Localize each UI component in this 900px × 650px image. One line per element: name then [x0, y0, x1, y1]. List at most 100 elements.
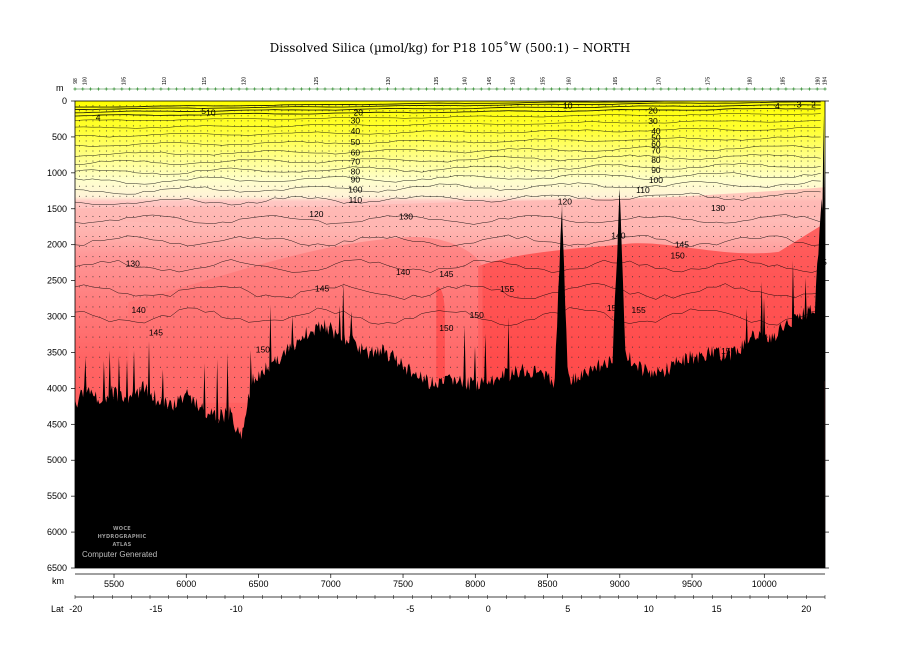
sample-dot [267, 160, 269, 162]
sample-dot [105, 226, 107, 227]
sample-dot [139, 256, 141, 258]
sample-dot [294, 296, 296, 298]
sample-dot [510, 175, 512, 177]
sample-dot [591, 296, 593, 298]
sample-dot [605, 140, 607, 142]
sample-dot [335, 140, 337, 142]
sample-dot [740, 170, 741, 172]
sample-dot [294, 160, 296, 162]
sample-dot [119, 145, 121, 147]
sample-dot [456, 140, 458, 142]
sample-dot [476, 326, 478, 328]
sample-dot [159, 125, 161, 127]
sample-dot [402, 316, 404, 318]
station-marker [698, 87, 702, 91]
sample-dot [517, 306, 519, 308]
station-marker [604, 87, 608, 91]
sample-dot [537, 130, 539, 132]
sample-dot [591, 140, 593, 142]
sample-dot [166, 165, 168, 167]
sample-dot [713, 170, 714, 172]
sample-dot [315, 160, 316, 162]
sample-dot [571, 276, 573, 278]
sample-dot [247, 326, 249, 328]
sample-dot [679, 175, 681, 177]
sample-dot [186, 336, 188, 338]
sample-dot [753, 125, 755, 127]
sample-dot [126, 110, 128, 112]
sample-dot [618, 170, 620, 172]
sample-dot [578, 236, 580, 237]
sample-dot [207, 326, 209, 328]
sample-dot [301, 276, 303, 278]
sample-dot [746, 316, 748, 318]
sample-dot [591, 246, 593, 248]
sample-dot [753, 256, 755, 258]
sample-dot [584, 150, 586, 152]
sample-dot [315, 286, 316, 288]
sample-dot [234, 306, 236, 308]
sample-dot [234, 316, 236, 318]
sample-dot [153, 356, 155, 358]
sample-dot [213, 155, 215, 157]
sample-dot [105, 266, 107, 268]
sample-dot [578, 160, 580, 162]
sample-dot [625, 170, 627, 172]
sample-dot [476, 276, 478, 278]
sample-dot [571, 296, 573, 298]
sample-dot [234, 286, 236, 288]
sample-dot [213, 397, 215, 398]
sample-dot [227, 145, 229, 147]
sample-dot [294, 185, 296, 187]
sample-dot [105, 346, 107, 348]
sample-dot [362, 165, 364, 167]
sample-dot [139, 236, 141, 237]
sample-dot [733, 105, 735, 107]
station-number: 105 [122, 77, 128, 86]
station-marker [292, 87, 296, 91]
sample-dot [409, 266, 411, 268]
sample-dot [126, 140, 128, 142]
sample-dot [173, 326, 175, 328]
sample-dot [638, 346, 640, 348]
sample-dot [416, 160, 418, 162]
sample-dot [321, 120, 323, 122]
lat-tick-label: -15 [149, 604, 162, 614]
sample-dot [132, 145, 134, 147]
sample-dot [254, 256, 256, 258]
sample-dot [193, 286, 195, 288]
sample-dot [416, 286, 418, 288]
sample-dot [166, 205, 168, 207]
sample-dot [463, 140, 465, 142]
station-marker [385, 87, 390, 91]
sample-dot [517, 110, 519, 112]
sample-dot [429, 175, 431, 177]
sample-dot [200, 150, 202, 152]
sample-dot [321, 140, 323, 142]
sample-dot [524, 226, 526, 227]
sample-dot [719, 326, 721, 328]
sample-dot [308, 236, 310, 237]
sample-dot [551, 205, 553, 207]
sample-dot [524, 266, 526, 268]
sample-dot [423, 120, 424, 122]
station-marker [753, 87, 757, 91]
station-marker [221, 87, 226, 91]
sample-dot [530, 226, 532, 227]
sample-dot [490, 105, 492, 107]
sample-dot [254, 125, 256, 127]
sample-dot [382, 115, 384, 117]
sample-dot [308, 145, 310, 147]
sample-dot [632, 246, 634, 248]
sample-dot [348, 286, 350, 288]
sample-dot [611, 175, 613, 177]
sample-dot [800, 205, 802, 207]
sample-dot [348, 256, 350, 258]
sample-dot [591, 226, 593, 227]
sample-dot [146, 215, 148, 217]
sample-dot [308, 130, 310, 132]
sample-dot [146, 316, 148, 318]
station-marker [307, 87, 311, 91]
sample-dot [105, 125, 107, 127]
sample-dot [119, 215, 121, 217]
